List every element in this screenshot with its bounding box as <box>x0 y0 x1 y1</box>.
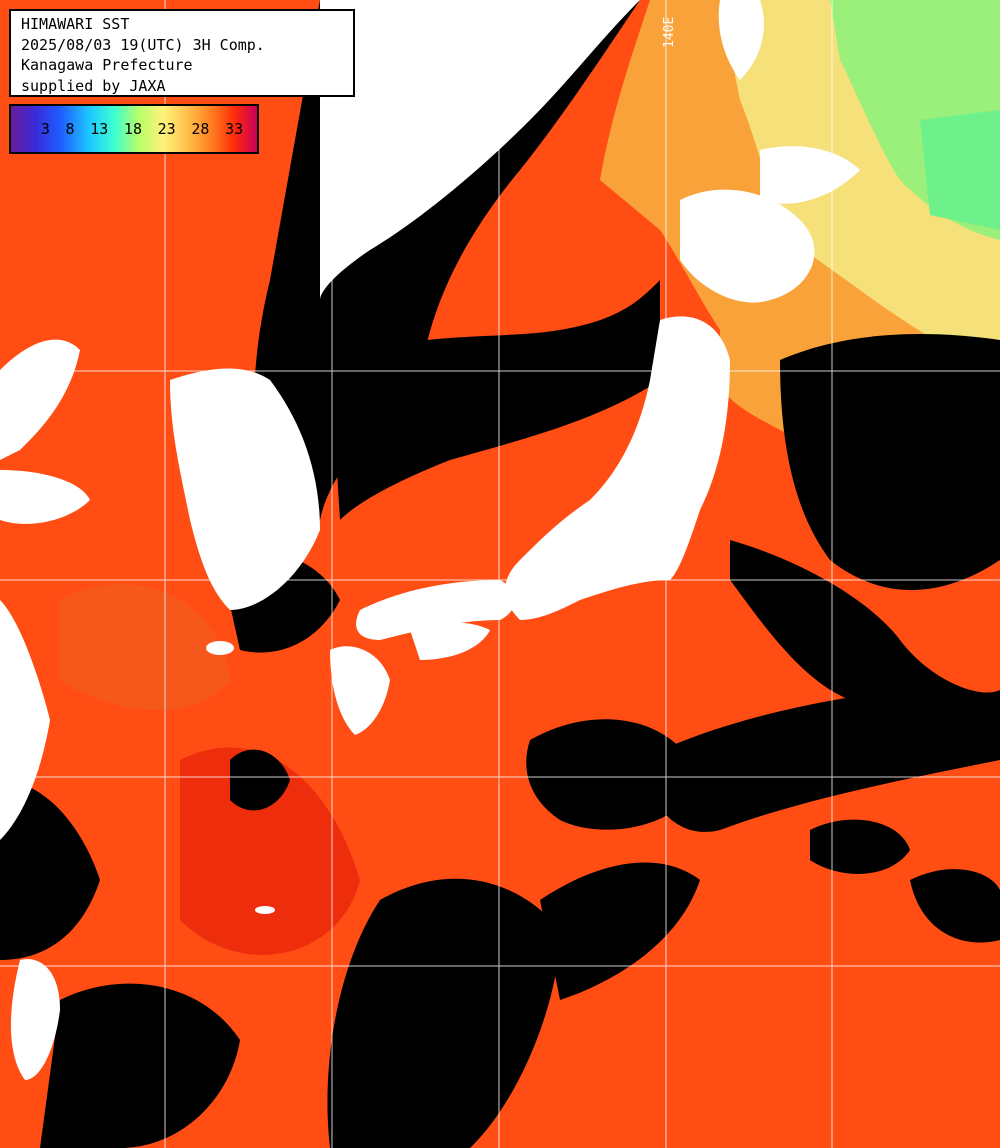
supplier-line: supplied by JAXA <box>21 76 166 95</box>
cloud-southeast-band <box>640 690 1000 832</box>
tick-label: 28 <box>191 120 210 138</box>
land-kyushu <box>330 646 390 735</box>
cloud-east <box>780 334 1000 590</box>
tick-label: 8 <box>65 120 75 138</box>
region-line: Kanagawa Prefecture <box>21 56 193 74</box>
date-line: 2025/08/03 19(UTC) 3H Comp. <box>21 35 265 54</box>
land-okinawa <box>255 906 275 914</box>
cloud-sw-2 <box>40 983 240 1148</box>
land-honshu-west <box>356 580 515 640</box>
title-line: HIMAWARI SST <box>21 15 130 33</box>
color-scale-ticks: 3 8 13 18 23 28 33 <box>11 106 257 152</box>
cloud-east-blob-2 <box>910 869 1000 943</box>
color-scale-legend: 3 8 13 18 23 28 33 <box>9 104 259 154</box>
lat-label-40n: 40N <box>16 353 40 368</box>
cloud-sea-of-japan <box>330 280 660 520</box>
cloud-east-blob <box>810 819 910 874</box>
land-russia-north <box>320 0 640 300</box>
land-taiwan <box>10 959 61 1080</box>
land-china-shandong <box>0 470 90 524</box>
land-jeju <box>206 641 234 655</box>
land-korea <box>170 368 320 610</box>
land-china-east <box>0 600 50 840</box>
warm-patch-2 <box>60 584 230 710</box>
land-honshu-north <box>505 316 730 620</box>
cloud-sw <box>0 780 100 960</box>
cloud-east-band <box>730 540 1000 731</box>
land-china-north <box>0 339 80 460</box>
tick-label: 13 <box>90 120 109 138</box>
tick-label: 18 <box>123 120 142 138</box>
land-shikoku <box>410 622 490 660</box>
land-sakhalin <box>718 0 764 80</box>
warm-patch <box>180 747 360 955</box>
land-hokkaido <box>680 189 815 303</box>
cloud-south-center <box>327 878 560 1148</box>
tick-label: 3 <box>40 120 50 138</box>
info-box: HIMAWARI SST 2025/08/03 19(UTC) 3H Comp.… <box>9 9 355 97</box>
cloud-kyushu-south <box>230 749 290 811</box>
lon-label-140e: 140E <box>662 16 677 48</box>
lat-label-30n: 30N <box>16 759 40 774</box>
tick-label: 23 <box>157 120 176 138</box>
green-sea-ne-2 <box>920 110 1000 230</box>
land-russia-ne <box>760 146 860 204</box>
tick-label: 33 <box>225 120 244 138</box>
